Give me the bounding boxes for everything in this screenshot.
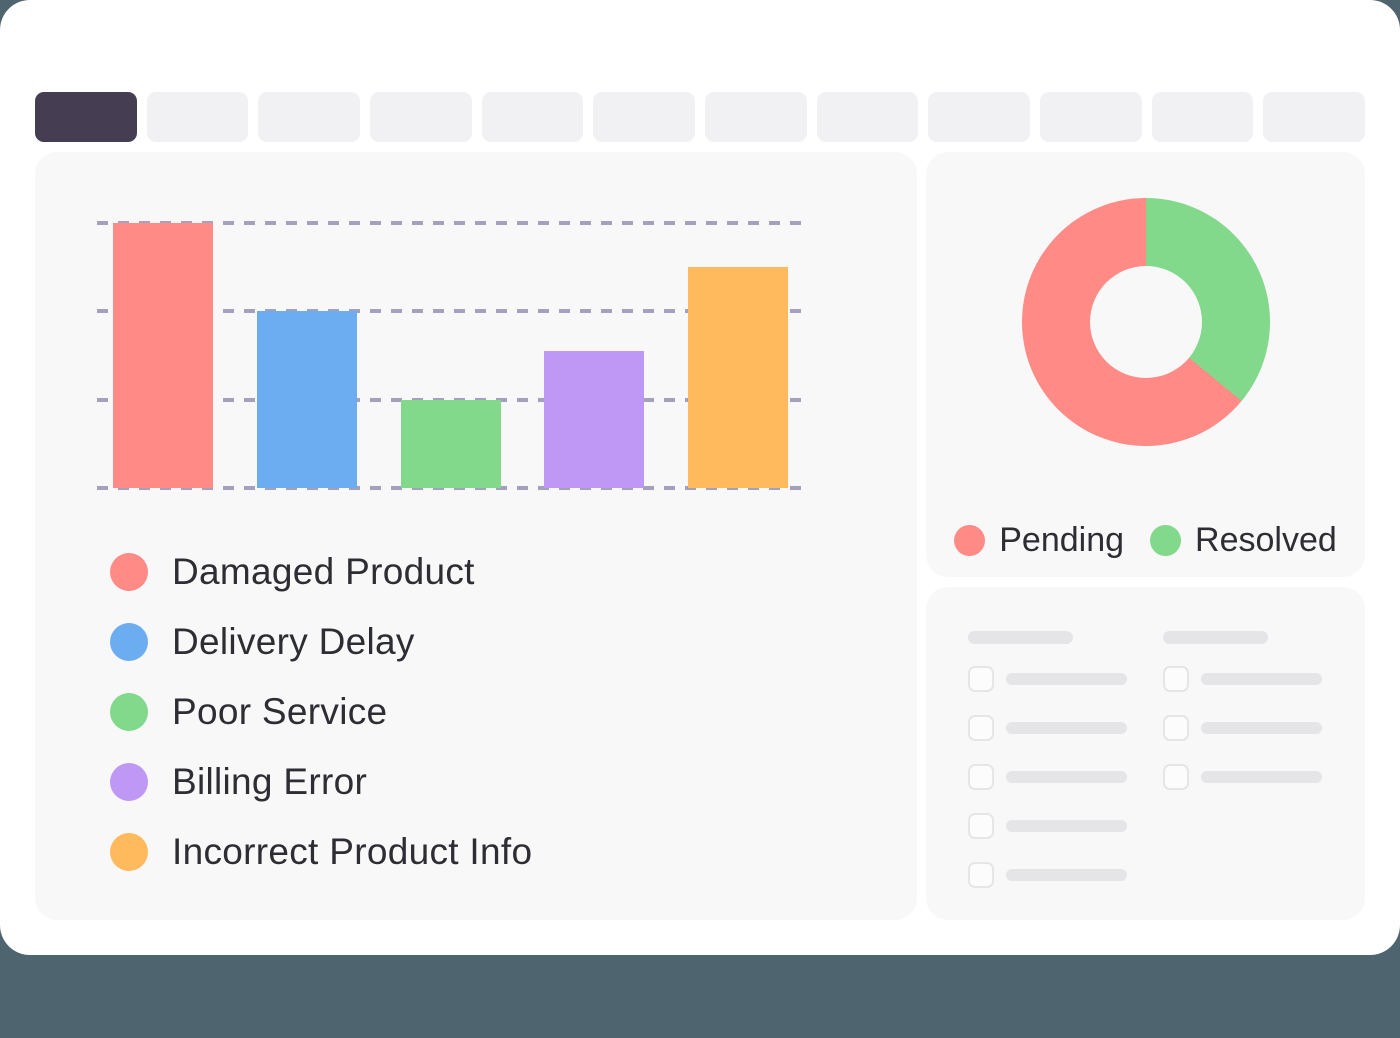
donut-legend-label: Pending <box>999 520 1125 559</box>
bar-poor-service <box>400 400 501 488</box>
legend-label: Delivery Delay <box>172 621 415 662</box>
legend-label: Damaged Product <box>172 551 475 592</box>
donut-hole <box>1090 266 1202 378</box>
text-placeholder <box>1201 722 1322 734</box>
legend-dot-damaged-product <box>110 553 148 591</box>
placeholder-column-2 <box>1163 631 1322 813</box>
donut-legend-item-pending: Pending <box>954 521 1124 560</box>
bar-chart <box>97 221 805 490</box>
checkbox-placeholder[interactable] <box>1163 715 1189 741</box>
list-item <box>1163 715 1322 741</box>
legend-dot-poor-service <box>110 693 148 731</box>
legend-item-incorrect-product-info: Incorrect Product Info <box>110 833 532 871</box>
checkbox-placeholder[interactable] <box>968 764 994 790</box>
donut-legend-dot-resolved <box>1150 524 1182 556</box>
donut-legend-label: Resolved <box>1195 520 1337 559</box>
legend-label: Poor Service <box>172 691 388 732</box>
legend-dot-incorrect-product-info <box>110 833 148 871</box>
gridline <box>97 221 805 225</box>
list-item <box>968 666 1127 692</box>
checkbox-placeholder[interactable] <box>968 813 994 839</box>
bar-series <box>113 223 788 488</box>
tab-10[interactable] <box>1040 92 1142 142</box>
list-item <box>968 764 1127 790</box>
tab-3[interactable] <box>258 92 361 142</box>
legend-label: Incorrect Product Info <box>172 831 533 872</box>
text-placeholder <box>1006 771 1127 783</box>
donut-chart <box>1022 198 1270 446</box>
bar-delivery-delay <box>256 311 357 488</box>
ticket-status-panel: Pending Resolved <box>926 152 1365 577</box>
list-item <box>1163 764 1322 790</box>
checkbox-placeholder[interactable] <box>968 666 994 692</box>
legend-dot-delivery-delay <box>110 623 148 661</box>
legend-item-damaged-product: Damaged Product <box>110 553 532 591</box>
gridline <box>97 309 805 314</box>
legend-item-poor-service: Poor Service <box>110 693 532 731</box>
placeholder-list-panel <box>926 587 1365 920</box>
complaint-categories-panel: Damaged Product Delivery Delay Poor Servic… <box>35 152 917 920</box>
tab-5[interactable] <box>481 92 584 142</box>
tab-bar <box>35 92 1366 142</box>
donut-legend-item-resolved: Resolved <box>1150 521 1337 560</box>
tab-11[interactable] <box>1151 92 1254 142</box>
list-item <box>968 813 1127 839</box>
donut-chart-legend: Pending Resolved <box>926 521 1365 560</box>
legend-item-billing-error: Billing Error <box>110 763 532 801</box>
text-placeholder <box>1201 673 1322 685</box>
text-placeholder <box>1201 771 1322 783</box>
gridline <box>97 486 805 490</box>
donut-legend-dot-pending <box>954 524 986 556</box>
tab-12[interactable] <box>1263 92 1366 142</box>
gridline <box>97 397 805 402</box>
bar-incorrect-product-info <box>688 267 788 488</box>
section-title-placeholder <box>1163 631 1268 644</box>
text-placeholder <box>1006 820 1127 832</box>
list-item <box>1163 666 1322 692</box>
tab-7[interactable] <box>705 92 807 142</box>
tab-8[interactable] <box>816 92 919 142</box>
legend-item-delivery-delay: Delivery Delay <box>110 623 532 661</box>
tab-9[interactable] <box>928 92 1031 142</box>
tab-4[interactable] <box>370 92 472 142</box>
legend-dot-billing-error <box>110 763 148 801</box>
checkbox-placeholder[interactable] <box>1163 666 1189 692</box>
section-title-placeholder <box>968 631 1073 644</box>
placeholder-column-1 <box>968 631 1127 911</box>
checkbox-placeholder[interactable] <box>1163 764 1189 790</box>
tab-2[interactable] <box>146 92 249 142</box>
bar-billing-error <box>544 351 645 488</box>
checkbox-placeholder[interactable] <box>968 715 994 741</box>
bar-chart-legend: Damaged Product Delivery Delay Poor Servic… <box>110 553 532 871</box>
list-item <box>968 715 1127 741</box>
tab-active[interactable] <box>35 92 137 142</box>
checkbox-placeholder[interactable] <box>968 862 994 888</box>
text-placeholder <box>1006 869 1127 881</box>
list-item <box>968 862 1127 888</box>
text-placeholder <box>1006 722 1127 734</box>
legend-label: Billing Error <box>172 761 368 802</box>
tab-6[interactable] <box>593 92 696 142</box>
app-window: Damaged Product Delivery Delay Poor Servic… <box>0 0 1400 955</box>
bar-damaged-product <box>113 223 213 488</box>
text-placeholder <box>1006 673 1127 685</box>
